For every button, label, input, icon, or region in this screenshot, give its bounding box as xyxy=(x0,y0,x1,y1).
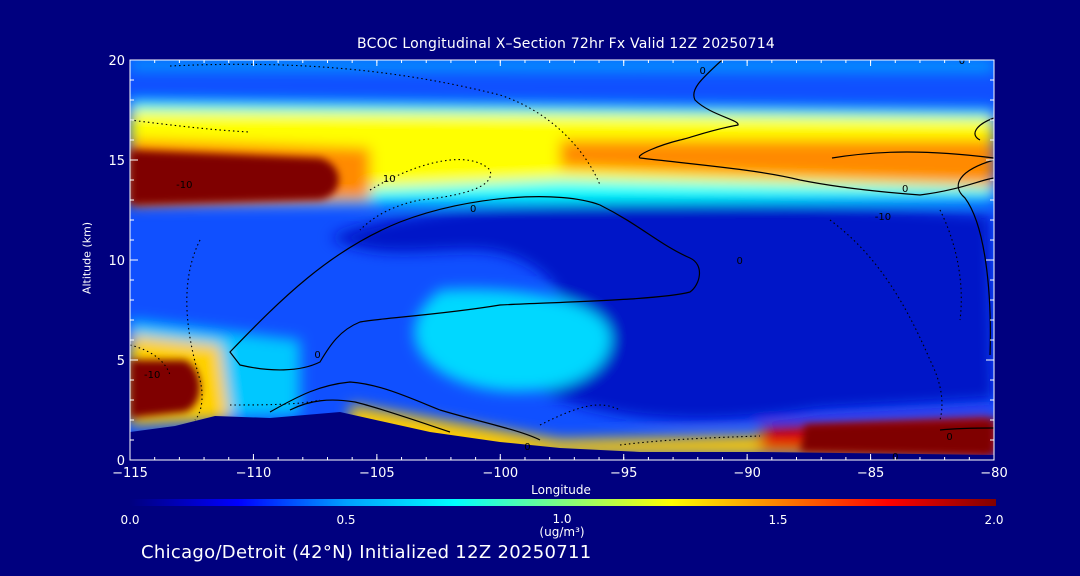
axis-ticks xyxy=(129,59,995,461)
contour-label: 0 xyxy=(946,432,952,443)
x-axis-label: Longitude xyxy=(531,483,591,497)
contour-zero-upper-dome xyxy=(229,196,700,371)
x-tick-label: −100 xyxy=(482,466,518,481)
top-band-blue xyxy=(130,60,994,72)
colorbar-tick: 1.5 xyxy=(768,513,788,527)
upper-layer-orange xyxy=(560,140,994,185)
contour-neg-east-mid xyxy=(939,209,962,321)
contour-labels: -10 10 0 0 0 0 -10 0 0 -10 0 0 0 xyxy=(144,56,965,463)
x-tick-label: −95 xyxy=(610,466,637,481)
core-upper-west xyxy=(130,150,339,205)
y-tick-label: 0 xyxy=(117,454,125,469)
colorbar xyxy=(130,499,996,506)
x-tick-label: −90 xyxy=(733,466,760,481)
contour-label: -10 xyxy=(144,370,160,381)
contour-pos-mid xyxy=(359,159,492,231)
contour-neg-lower-west xyxy=(130,344,171,376)
x-tick-label: −105 xyxy=(359,466,395,481)
contour-label: 0 xyxy=(470,204,476,215)
contour-zero-inner-lobe xyxy=(289,399,451,433)
y-tick-label: 15 xyxy=(108,154,125,169)
contour-dotted xyxy=(130,63,962,446)
contour-neg-surface-east xyxy=(619,435,761,446)
mid-plume-cyan xyxy=(414,289,611,392)
x-tick-label: −80 xyxy=(980,466,1007,481)
contour-zero-upper-east xyxy=(638,60,994,196)
colorbar-tick: 1.0 xyxy=(552,512,572,526)
x-tick-label: −110 xyxy=(236,466,272,481)
contour-label: 0 xyxy=(959,56,965,67)
core-lower-west xyxy=(130,360,200,418)
y-tick-label: 5 xyxy=(117,354,125,369)
contour-label: 0 xyxy=(524,442,530,453)
colorbar-tick: 0.5 xyxy=(336,513,356,527)
colorbar-tick: 2.0 xyxy=(984,513,1004,527)
colorbar-tick: 0.0 xyxy=(120,513,140,527)
y-tick-labels: 0 5 10 15 20 xyxy=(108,54,125,469)
contour-zero-east-right xyxy=(831,151,994,356)
contour-label: 0 xyxy=(902,184,908,195)
contour-label: 10 xyxy=(383,174,396,185)
contour-zero-surface-east xyxy=(939,427,994,431)
contour-lines xyxy=(229,60,994,441)
contour-zero-east-upper xyxy=(974,117,994,141)
contour-neg-west-loop xyxy=(186,239,203,421)
chart-title: BCOC Longitudinal X–Section 72hr Fx Vali… xyxy=(357,36,775,52)
terrain-mask xyxy=(130,412,994,460)
contour-label: -10 xyxy=(176,180,192,191)
y-tick-label: 10 xyxy=(108,254,125,269)
contour-neg-surface xyxy=(229,399,321,406)
core-surface-east xyxy=(800,420,994,455)
contour-label: 0 xyxy=(700,66,706,77)
x-tick-label: −115 xyxy=(112,466,148,481)
y-tick-label: 20 xyxy=(108,54,125,69)
contour-zero-lower-lobe xyxy=(269,381,541,441)
contour-label: 0 xyxy=(892,452,898,463)
x-tick-labels: −115 −110 −105 −100 −95 −90 −85 −80 xyxy=(112,466,1008,481)
contour-label: -10 xyxy=(875,212,891,223)
colorbar-units: (ug/m³) xyxy=(539,525,585,539)
contour-label: 0 xyxy=(314,350,320,361)
x-tick-label: −85 xyxy=(857,466,884,481)
y-axis-label: Altitude (km) xyxy=(80,221,94,295)
heatmap-field: -10 10 0 0 0 0 -10 0 0 -10 0 0 0 xyxy=(130,56,994,463)
contour-label: 0 xyxy=(737,256,743,267)
mid-minimum-dark xyxy=(330,202,994,421)
footer-caption: Chicago/Detroit (42°N) Initialized 12Z 2… xyxy=(141,542,592,563)
